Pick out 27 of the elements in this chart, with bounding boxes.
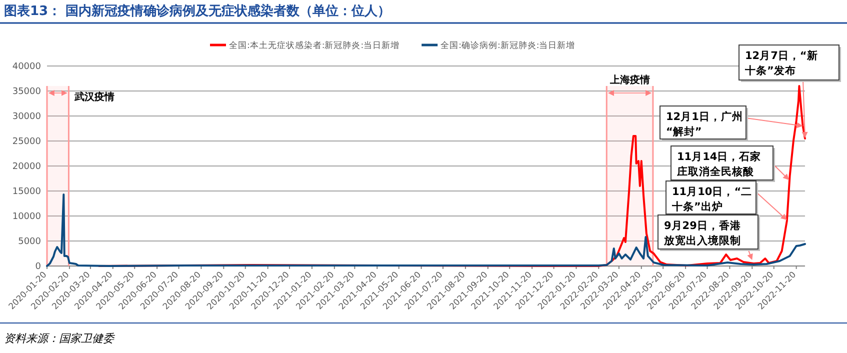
y-tick-label: 35000 [12, 87, 42, 97]
legend-label: 全国:本土无症状感染者:新冠肺炎:当日新增 [229, 40, 400, 51]
band: 上海疫情 [606, 75, 654, 267]
note: 12月1日，广州“解封” [660, 106, 748, 141]
text: 资料来源：国家卫健委 [4, 332, 116, 345]
note: 9月29日，香港放宽出入境限制 [658, 214, 760, 251]
y-tick-label: 20000 [12, 162, 42, 172]
y-tick-label: 15000 [12, 187, 42, 197]
annotation: 11月10日，“二十条”出炉 [671, 186, 752, 213]
y-tick-label: 0 [35, 262, 42, 272]
chart-title: 图表13： 国内新冠疫情确诊病例及无症状感染者数（单位：位人） [4, 3, 391, 19]
y-tick-label: 5000 [18, 237, 42, 247]
band-label: 武汉疫情 [74, 91, 115, 103]
note: 11月14日，石家庄取消全民核酸 [670, 146, 775, 182]
note: 12月7日，“新十条”发布 [738, 44, 841, 82]
annotation: 12月7日，“新十条”发布 [744, 49, 818, 77]
y-tick-label: 40000 [12, 62, 42, 72]
y-tick-label: 30000 [12, 112, 42, 122]
band-label: 上海疫情 [608, 74, 650, 86]
annotation: 11月14日，石家庄取消全民核酸 [676, 150, 762, 178]
y-tick-label: 10000 [12, 212, 42, 222]
y-tick-label: 25000 [12, 137, 42, 147]
legend-label: 全国:确诊病例:新冠肺炎:当日新增 [440, 40, 576, 51]
annotation: 9月29日，香港放宽出入境限制 [663, 219, 742, 247]
note: 11月10日，“二十条”出炉 [666, 180, 758, 216]
annotation: 12月1日，广州“解封” [666, 110, 743, 138]
band: 武汉疫情 [46, 85, 115, 267]
